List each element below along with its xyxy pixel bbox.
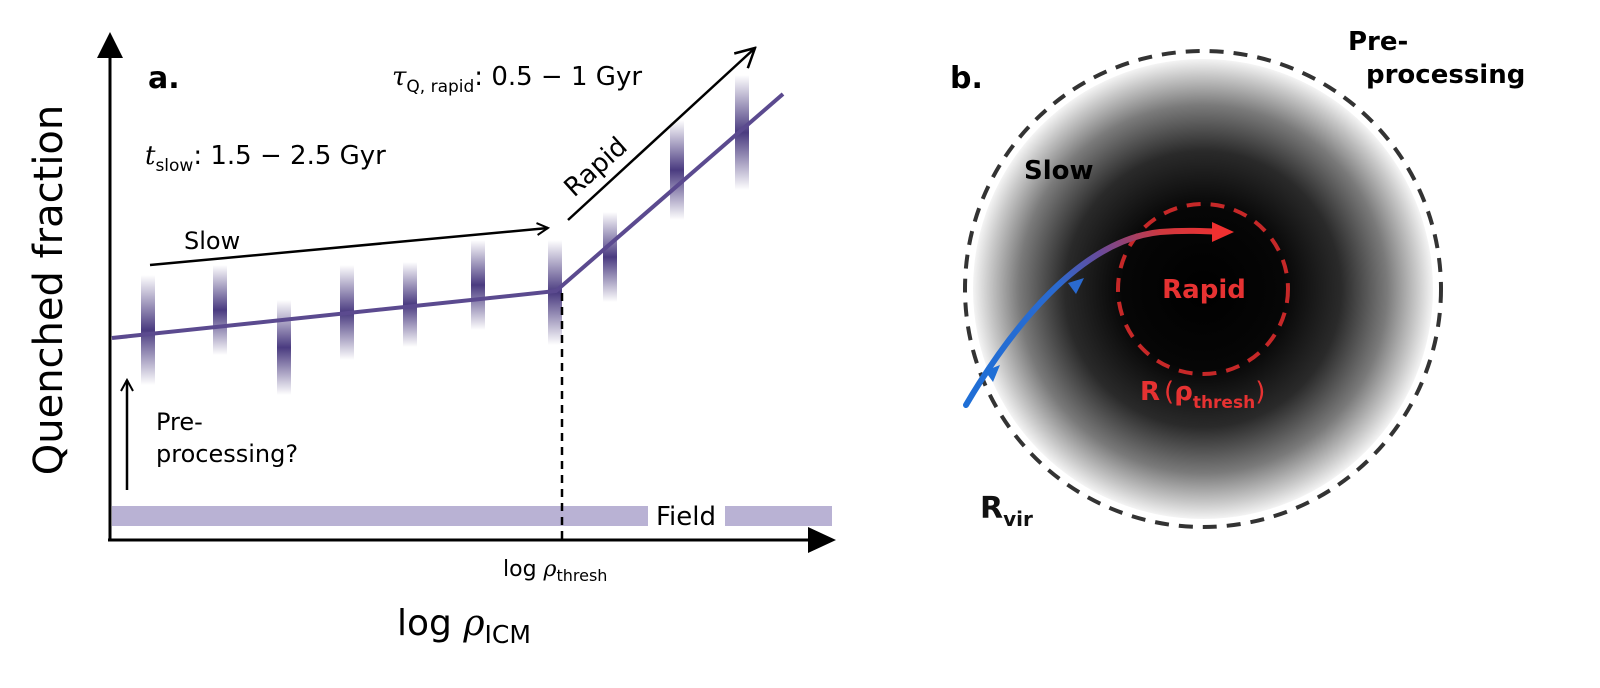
threshold-label-rho: ρ — [543, 557, 557, 582]
tau-rapid-annotation: τQ, rapid: 0.5 − 1 Gyr — [392, 62, 642, 97]
panel-b-rapid-label: Rapid — [1162, 275, 1246, 305]
x-axis-label: log ρICM — [397, 603, 531, 649]
threshold-label-log: log — [503, 557, 544, 582]
tick-10 — [735, 75, 749, 190]
threshold-radius-label-r: R — [1140, 377, 1160, 407]
panel-a: Field a. Quenched fraction lo — [26, 32, 836, 649]
tick-8 — [603, 212, 617, 302]
rapid-arrow — [567, 48, 755, 221]
virial-radius-label-r: R — [980, 491, 1003, 526]
t-slow-symbol: t — [145, 141, 156, 171]
panel-a-label: a. — [148, 61, 180, 96]
quenched-fraction-line — [111, 92, 785, 340]
infall-track-arrowhead — [1212, 222, 1234, 242]
virial-radius-label: Rvir — [980, 491, 1033, 531]
tau-value: : 0.5 − 1 Gyr — [474, 62, 642, 92]
tick-2 — [213, 265, 227, 355]
t-slow-value: : 1.5 − 2.5 Gyr — [193, 141, 386, 171]
panel-b-preprocessing-label: Pre- processing — [1348, 27, 1525, 90]
x-axis-arrowhead — [808, 527, 836, 553]
infall-track-arrow-2 — [1068, 278, 1084, 294]
threshold-radius-circle — [1116, 202, 1290, 376]
virial-radius-circle — [963, 49, 1443, 529]
t-slow-annotation: tslow: 1.5 − 2.5 Gyr — [145, 141, 386, 176]
slow-arrow-label: Slow — [184, 227, 240, 255]
y-axis-label: Quenched fraction — [26, 105, 72, 476]
virial-radius-label-sub: vir — [1003, 507, 1033, 531]
halo-density-disk — [973, 59, 1433, 519]
infall-track — [963, 227, 1225, 408]
threshold-radius-label: R (ρthresh) — [1140, 377, 1265, 413]
infall-track-arrow-1 — [985, 365, 1000, 382]
tick-1 — [141, 275, 155, 385]
threshold-radius-label-sub: thresh — [1193, 393, 1255, 413]
x-axis-label-sub: ICM — [485, 620, 531, 649]
tau-symbol: τ — [392, 62, 407, 92]
panel-b: b. Pre- processing Slow Rapid R (ρthresh)… — [950, 27, 1525, 531]
panel-b-preprocessing-line1: Pre- — [1348, 27, 1408, 57]
tick-9 — [670, 120, 684, 220]
x-axis-label-rho: ρ — [462, 603, 484, 644]
panel-b-preprocessing-line2: processing — [1366, 60, 1525, 90]
field-band-left — [112, 506, 648, 526]
preprocessing-label: Pre- processing? — [156, 408, 298, 468]
tick-6 — [471, 240, 485, 330]
threshold-radius-label-rho: ρ — [1174, 377, 1193, 407]
preprocessing-label-line2: processing? — [156, 440, 298, 468]
t-slow-subscript: slow — [155, 156, 193, 176]
field-label: Field — [656, 502, 716, 532]
field-band-right — [725, 506, 832, 526]
tick-3 — [277, 300, 291, 395]
panel-b-slow-label: Slow — [1024, 156, 1094, 186]
slow-arrow — [149, 228, 548, 267]
panel-b-label: b. — [950, 61, 983, 96]
threshold-label: log ρthresh — [503, 557, 607, 585]
threshold-label-sub: thresh — [556, 566, 607, 585]
tau-subscript: Q, rapid — [406, 77, 474, 97]
threshold-radius-label-open: ( — [1164, 377, 1174, 407]
x-axis-label-log: log — [397, 603, 463, 644]
rapid-arrow-label: Rapid — [559, 132, 634, 204]
y-axis-arrowhead — [97, 32, 123, 58]
threshold-radius-label-close: ) — [1255, 377, 1265, 407]
preprocessing-label-line1: Pre- — [156, 408, 203, 436]
